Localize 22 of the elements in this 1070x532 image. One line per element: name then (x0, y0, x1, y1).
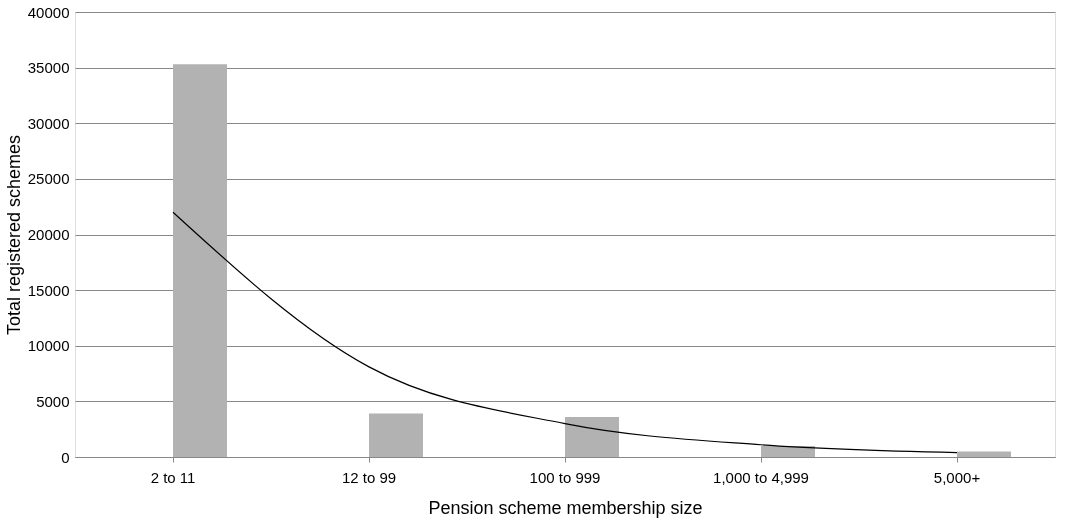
x-axis-title: Pension scheme membership size (428, 497, 703, 518)
bar (173, 64, 227, 457)
y-axis-title: Total registered schemes (3, 134, 24, 336)
line-series (172, 211, 958, 454)
x-tick-label: 1,000 to 4,999 (713, 468, 809, 486)
x-tick-label: 2 to 11 (150, 468, 196, 486)
y-tick-label: 0 (61, 448, 70, 466)
y-tick-label: 5000 (36, 392, 70, 410)
y-tick-label: 15000 (27, 281, 70, 299)
y-tick-label: 25000 (27, 170, 70, 188)
y-tick-label: 40000 (27, 3, 70, 21)
bar (761, 445, 815, 457)
x-tick-label: 100 to 999 (529, 468, 601, 486)
x-tick-label: 12 to 99 (341, 468, 397, 486)
y-tick-label: 30000 (27, 114, 70, 132)
bar (565, 416, 619, 457)
bar (957, 451, 1011, 457)
x-tick-label: 5,000+ (933, 468, 981, 486)
bar (369, 413, 423, 457)
y-tick-label: 10000 (27, 337, 70, 355)
y-tick-label: 20000 (27, 226, 70, 243)
y-tick-label: 35000 (27, 59, 70, 77)
